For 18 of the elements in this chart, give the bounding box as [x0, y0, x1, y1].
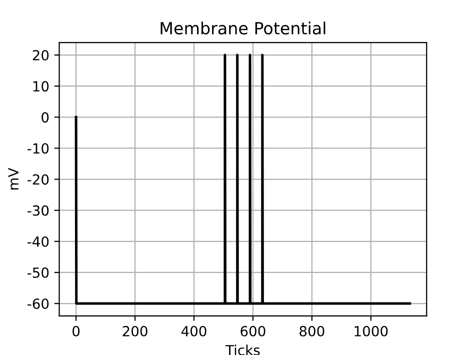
x-tick-label: 600	[240, 326, 266, 336]
x-tick-label: 0	[72, 326, 80, 336]
x-tick-label: 1000	[354, 326, 388, 336]
x-tick-label: 200	[122, 326, 148, 336]
chart-title: Membrane Potential	[160, 22, 326, 35]
y-tick-label: -20	[28, 174, 49, 185]
y-tick-label: 0	[42, 112, 49, 123]
y-axis-title: mV	[8, 168, 18, 190]
y-tick-label: -30	[28, 205, 49, 216]
y-tick-label: -50	[28, 267, 49, 278]
y-tick-label: -60	[28, 298, 49, 309]
y-tick-label: -10	[28, 143, 49, 154]
x-tick-label: 800	[300, 326, 324, 336]
y-tick-label: 20	[32, 50, 49, 60]
y-tick-label: 10	[33, 81, 49, 92]
y-tick-label: -40	[28, 236, 49, 247]
x-axis-title: Ticks	[225, 344, 260, 355]
x-tick-label: 400	[181, 326, 206, 336]
